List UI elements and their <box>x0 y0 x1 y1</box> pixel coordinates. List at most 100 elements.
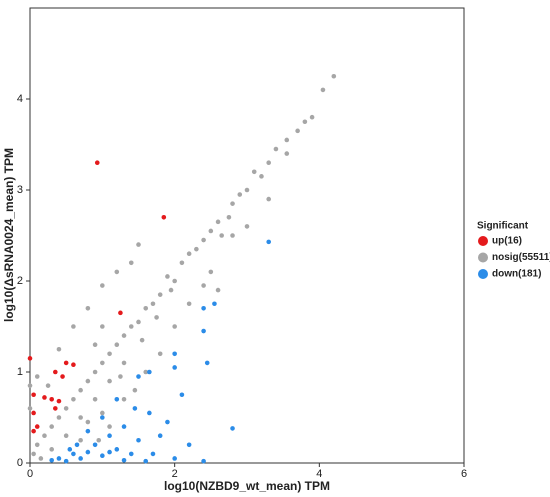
point <box>331 73 337 79</box>
point <box>53 406 58 411</box>
point <box>186 301 192 307</box>
point <box>295 128 300 134</box>
point <box>85 449 91 455</box>
point <box>157 351 163 357</box>
point <box>309 114 315 120</box>
point <box>208 269 214 275</box>
point <box>71 362 76 368</box>
point <box>128 260 134 266</box>
point <box>63 406 69 411</box>
point <box>92 442 98 448</box>
point <box>63 458 69 464</box>
point <box>100 360 105 366</box>
point <box>139 337 145 343</box>
point <box>204 360 210 366</box>
legend-marker <box>478 236 488 246</box>
point <box>154 315 159 320</box>
point <box>132 387 138 393</box>
point <box>143 458 149 464</box>
point <box>31 392 36 398</box>
point <box>114 269 120 275</box>
x-tick-label: 0 <box>27 468 33 480</box>
point <box>100 283 105 288</box>
point <box>45 383 51 388</box>
point <box>172 456 177 461</box>
point <box>63 433 69 439</box>
legend-title: Significant <box>477 221 529 232</box>
point <box>49 424 54 429</box>
point <box>121 333 127 338</box>
x-tick-label: 6 <box>461 468 467 480</box>
point <box>94 160 100 165</box>
point <box>266 196 272 202</box>
point <box>157 292 163 297</box>
legend-marker <box>478 252 488 263</box>
point <box>157 433 163 439</box>
point <box>212 301 217 307</box>
y-tick-label: 4 <box>17 93 23 105</box>
point <box>118 374 123 379</box>
point <box>244 224 250 229</box>
point <box>121 360 127 366</box>
point <box>71 397 76 402</box>
y-axis-label: log10(ΔsRNA0024_mean) TPM <box>2 148 16 322</box>
point <box>49 457 54 463</box>
point <box>230 426 235 431</box>
point <box>201 328 206 334</box>
x-tick-label: 4 <box>316 468 322 480</box>
point <box>186 251 192 256</box>
point <box>136 437 141 443</box>
point <box>92 342 98 348</box>
point <box>34 424 40 429</box>
point <box>107 424 112 429</box>
point <box>230 233 235 238</box>
x-axis-label: log10(NZBD9_wt_mean) TPM <box>164 479 330 493</box>
point <box>49 397 54 402</box>
point <box>38 456 44 461</box>
point <box>143 369 149 375</box>
point <box>136 242 141 247</box>
point <box>114 342 120 348</box>
point <box>56 456 62 461</box>
point <box>219 233 224 238</box>
point <box>27 383 33 388</box>
point <box>118 310 123 316</box>
point <box>96 437 102 443</box>
point <box>53 369 58 375</box>
point <box>121 424 127 429</box>
point <box>179 392 185 398</box>
point <box>201 306 206 311</box>
point <box>147 410 152 416</box>
point <box>42 395 47 400</box>
point <box>107 378 112 384</box>
point <box>78 415 83 420</box>
point <box>42 433 47 439</box>
point <box>172 278 177 284</box>
point <box>49 447 54 452</box>
point <box>78 387 83 393</box>
point <box>31 451 36 457</box>
point <box>215 219 221 225</box>
point <box>143 306 149 311</box>
point <box>128 451 134 457</box>
point <box>136 319 141 325</box>
point <box>27 406 33 411</box>
x-tick-label: 2 <box>172 468 178 480</box>
point <box>208 228 214 234</box>
point <box>165 274 170 279</box>
point <box>266 160 272 165</box>
legend-text: nosig(55511) <box>492 252 550 263</box>
point <box>71 324 76 329</box>
point <box>31 410 36 416</box>
point <box>78 456 83 461</box>
point <box>273 146 279 152</box>
point <box>114 447 120 452</box>
point <box>121 397 127 402</box>
point <box>78 437 83 443</box>
point <box>85 378 91 384</box>
y-tick-label: 2 <box>17 275 23 287</box>
point <box>172 351 177 357</box>
point <box>56 398 62 404</box>
point <box>31 428 36 434</box>
